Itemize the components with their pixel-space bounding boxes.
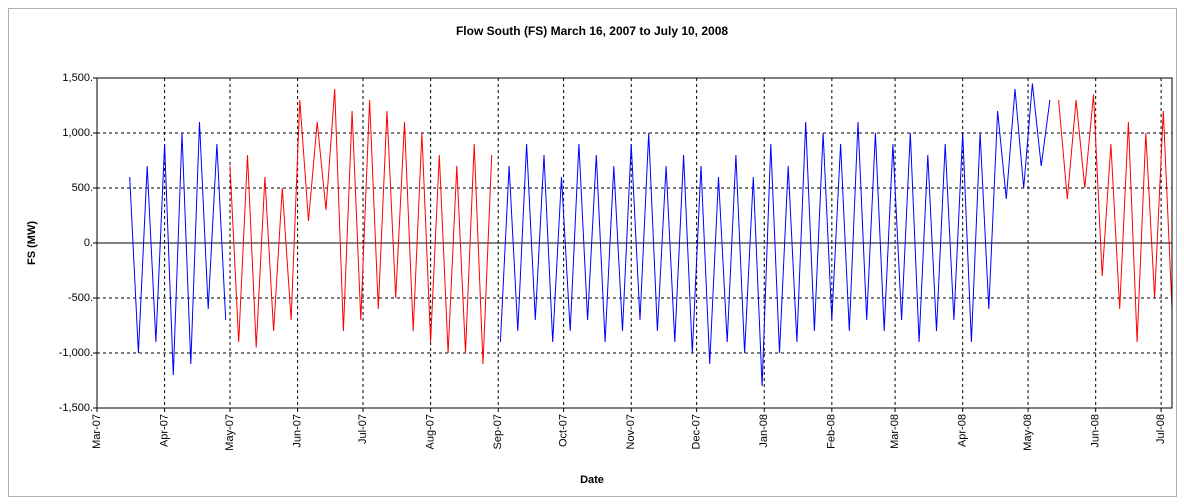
y-tick-label: 0. bbox=[84, 237, 93, 249]
x-tick-label: Sep-07 bbox=[492, 414, 504, 449]
chart-frame bbox=[8, 8, 1177, 497]
y-tick-label: 1,500. bbox=[62, 72, 93, 84]
x-tick-label: Feb-08 bbox=[826, 414, 838, 449]
series-line bbox=[499, 83, 1051, 387]
x-tick-label: May-08 bbox=[1022, 414, 1034, 451]
x-tick-label: Mar-07 bbox=[91, 414, 103, 449]
x-tick-label: Jul-08 bbox=[1155, 414, 1167, 444]
y-axis-title: FS (MW) bbox=[26, 221, 38, 265]
y-tick-label: -500. bbox=[68, 292, 93, 304]
y-tick-label: 500. bbox=[72, 182, 93, 194]
y-tick-label: -1,000. bbox=[59, 347, 93, 359]
x-tick-label: May-07 bbox=[224, 414, 236, 451]
x-tick-label: Jun-08 bbox=[1090, 414, 1102, 448]
x-tick-label: Nov-07 bbox=[625, 414, 637, 449]
series-line bbox=[1058, 94, 1172, 343]
x-tick-label: Jul-07 bbox=[357, 414, 369, 444]
x-tick-label: Jan-08 bbox=[758, 414, 770, 448]
y-tick-label: -1,500. bbox=[59, 402, 93, 414]
x-tick-label: Dec-07 bbox=[691, 414, 703, 449]
x-tick-label: Oct-07 bbox=[558, 414, 570, 447]
x-tick-label: Aug-07 bbox=[425, 414, 437, 449]
x-tick-label: Jun-07 bbox=[292, 414, 304, 448]
y-tick-label: 1,000. bbox=[62, 127, 93, 139]
x-tick-label: Mar-08 bbox=[889, 414, 901, 449]
series-line bbox=[129, 121, 227, 376]
x-tick-label: Apr-08 bbox=[957, 414, 969, 447]
plot-border bbox=[96, 77, 1173, 409]
chart-title: Flow South (FS) March 16, 2007 to July 1… bbox=[456, 24, 728, 38]
x-axis-title: Date bbox=[580, 474, 604, 486]
series-line bbox=[229, 88, 493, 365]
x-tick-label: Apr-07 bbox=[159, 414, 171, 447]
